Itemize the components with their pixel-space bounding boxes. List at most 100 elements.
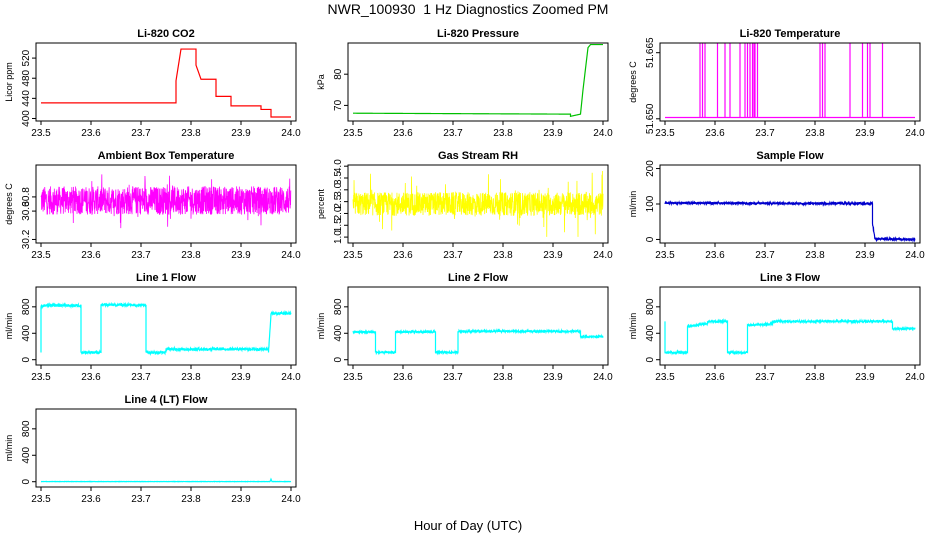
y-axis-label: ml/min <box>316 313 326 340</box>
x-tick-label: 23.7 <box>755 372 775 383</box>
data-layer <box>40 174 292 229</box>
plot-frame <box>35 164 297 244</box>
x-tick-label: 23.8 <box>805 128 825 139</box>
x-tick-label: 23.9 <box>543 372 563 383</box>
panel-title: Line 1 Flow <box>136 272 196 284</box>
x-tick-label: 23.5 <box>655 128 675 139</box>
y-axis-label: percent <box>316 188 326 219</box>
x-tick-label: 23.5 <box>31 250 51 261</box>
y-tick-label: 51.665 <box>645 37 656 68</box>
y-tick-label: 30.8 <box>21 187 32 207</box>
x-tick-label: 23.7 <box>443 372 463 383</box>
series-line <box>352 170 604 237</box>
y-axis-label: ml/min <box>628 191 638 218</box>
series-line <box>40 477 292 483</box>
chart-panel-2: Li-820 Pressure 23.5 23.6 23.7 23.8 23.9 24.0 7… <box>316 28 613 139</box>
chart-panel-3: Li-820 Temperature 23.5 23.6 23.7 23.8 23.9 24… <box>628 28 925 139</box>
plot-frame <box>347 164 609 244</box>
chart-panel-8: Line 2 Flow 23.5 23.6 23.7 23.8 23.9 24.0 0 400 8… <box>316 272 613 383</box>
y-tick-label: 4.0 <box>333 159 344 173</box>
data-layer <box>40 301 292 356</box>
data-layer <box>665 43 915 119</box>
x-tick-label: 23.6 <box>705 372 725 383</box>
series-line <box>352 327 604 356</box>
y-axis-label: ml/min <box>4 313 14 340</box>
x-tick-label: 23.6 <box>81 372 101 383</box>
y-axis-label: degrees C <box>628 61 638 103</box>
x-tick-label: 23.9 <box>231 250 251 261</box>
panel-title: Ambient Box Temperature <box>98 150 235 162</box>
x-tick-label: 23.6 <box>393 250 413 261</box>
y-tick-label: 0 <box>645 236 656 242</box>
y-tick-label: 480 <box>21 69 32 86</box>
y-tick-label: 0 <box>333 356 344 362</box>
x-tick-label: 23.8 <box>181 372 201 383</box>
x-tick-label: 23.7 <box>755 128 775 139</box>
series-line <box>40 174 292 229</box>
x-tick-label: 23.5 <box>655 372 675 383</box>
x-tick-label: 23.7 <box>131 494 151 505</box>
y-tick-label: 800 <box>21 298 32 315</box>
chart-panel-10: Line 4 (LT) Flow 23.5 23.6 23.7 23.8 23.9 24.0… <box>4 394 301 505</box>
chart-panel-7: Line 1 Flow 23.5 23.6 23.7 23.8 23.9 24.0 0 400 8… <box>4 272 301 383</box>
panel-title: Gas Stream RH <box>438 150 518 162</box>
y-tick-label: 400 <box>333 324 344 341</box>
x-tick-label: 23.8 <box>805 250 825 261</box>
y-tick-label: 30.2 <box>21 229 32 249</box>
x-tick-label: 23.5 <box>343 128 363 139</box>
x-tick-label: 24.0 <box>593 372 613 383</box>
chart-panel-9: Line 3 Flow 23.5 23.6 23.7 23.8 23.9 24.0 0 400 8… <box>628 272 925 383</box>
y-tick-label: 30.6 <box>21 201 32 221</box>
x-tick-label: 23.9 <box>543 250 563 261</box>
x-tick-label: 23.5 <box>343 250 363 261</box>
panel-title: Line 3 Flow <box>760 272 820 284</box>
x-tick-label: 23.8 <box>493 250 513 261</box>
y-tick-label: 0 <box>21 356 32 362</box>
x-tick-label: 24.0 <box>905 250 925 261</box>
x-tick-label: 23.8 <box>181 128 201 139</box>
plot-frame <box>659 286 921 366</box>
x-tick-label: 23.8 <box>493 128 513 139</box>
x-tick-label: 23.6 <box>81 494 101 505</box>
panel-title: Line 4 (LT) Flow <box>125 394 208 406</box>
x-tick-label: 24.0 <box>905 128 925 139</box>
x-tick-label: 23.8 <box>493 372 513 383</box>
x-tick-label: 23.5 <box>31 128 51 139</box>
y-axis-label: degrees C <box>4 183 14 225</box>
x-tick-label: 23.5 <box>655 250 675 261</box>
series-line <box>664 318 916 356</box>
y-axis-label: ml/min <box>628 313 638 340</box>
y-tick-label: 70 <box>333 99 344 111</box>
panel-title: Line 2 Flow <box>448 272 508 284</box>
y-axis-label: ml/min <box>4 435 14 462</box>
y-tick-label: 2.5 <box>333 194 344 208</box>
chart-panel-5: Gas Stream RH 23.5 23.6 23.7 23.8 23.9 24.0 1.0… <box>316 150 613 261</box>
x-tick-label: 23.8 <box>181 250 201 261</box>
y-tick-label: 520 <box>21 49 32 66</box>
x-tick-label: 23.5 <box>31 494 51 505</box>
x-tick-label: 23.9 <box>543 128 563 139</box>
x-tick-label: 23.8 <box>181 494 201 505</box>
x-tick-label: 23.7 <box>443 250 463 261</box>
panel-title: Li-820 CO2 <box>137 28 194 40</box>
series-line <box>353 43 603 118</box>
x-tick-label: 23.9 <box>855 250 875 261</box>
y-tick-label: 3.0 <box>333 182 344 196</box>
x-tick-label: 23.6 <box>705 250 725 261</box>
x-tick-label: 23.7 <box>131 372 151 383</box>
x-tick-label: 23.5 <box>343 372 363 383</box>
x-tick-label: 23.6 <box>705 128 725 139</box>
y-tick-label: 2.0 <box>333 206 344 220</box>
series-line <box>664 199 916 243</box>
plot-frame <box>659 42 921 122</box>
data-layer <box>352 170 604 237</box>
plot-frame <box>347 286 609 366</box>
x-tick-label: 23.9 <box>855 128 875 139</box>
x-tick-label: 23.7 <box>443 128 463 139</box>
data-layer <box>352 327 604 356</box>
x-tick-label: 24.0 <box>281 128 301 139</box>
y-tick-label: 400 <box>21 110 32 127</box>
x-tick-label: 24.0 <box>905 372 925 383</box>
y-tick-label: 1.5 <box>333 218 344 232</box>
